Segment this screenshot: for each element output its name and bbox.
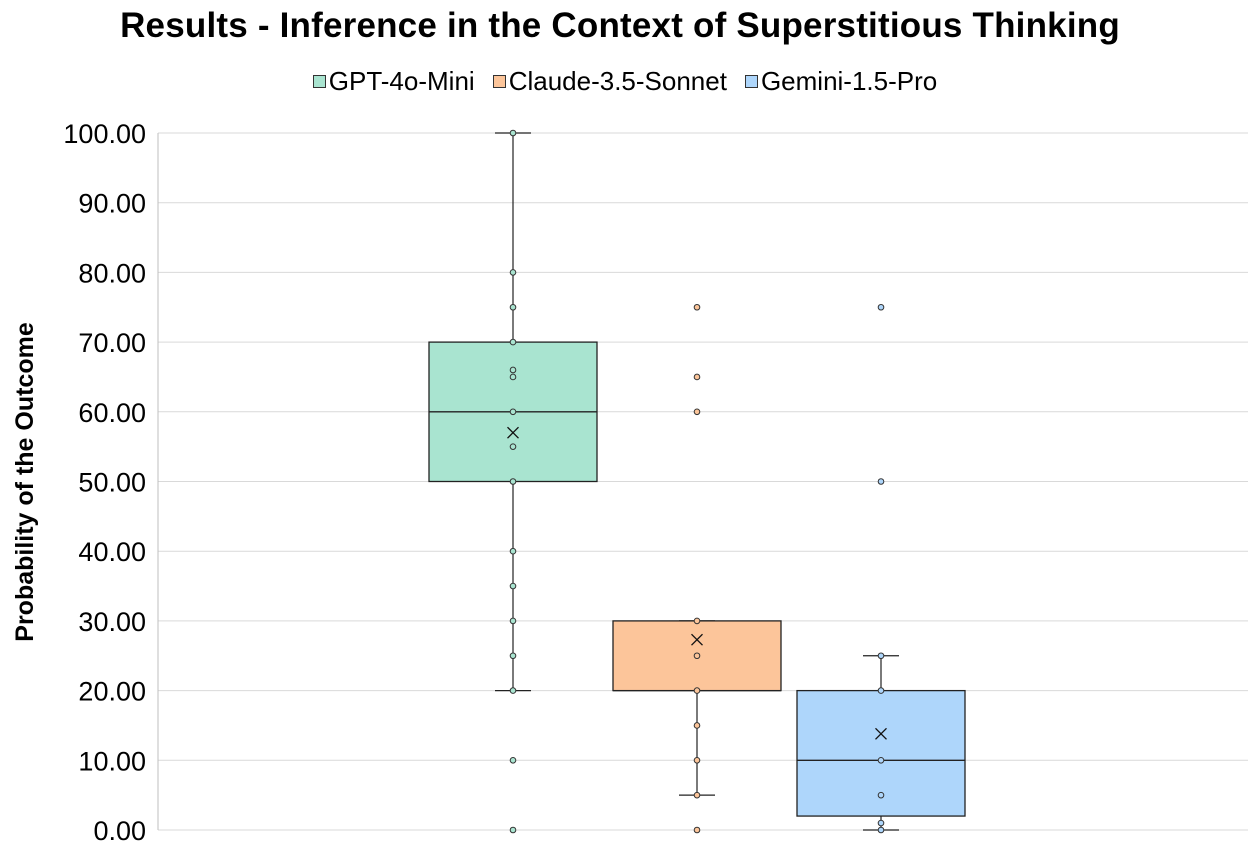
claude-data-point: [693, 303, 701, 311]
legend-label-claude: Claude-3.5-Sonnet: [508, 66, 727, 96]
gemini-data-point: [877, 303, 885, 311]
claude-data-point: [693, 791, 701, 799]
legend-swatch-gemini: [744, 75, 758, 88]
gpt-data-point: [509, 129, 517, 137]
legend: GPT-4o-Mini Claude-3.5-Sonnet Gemini-1.5…: [0, 66, 1250, 97]
legend-item-gpt: GPT-4o-Mini: [312, 66, 475, 97]
gpt-data-point: [509, 582, 517, 590]
gpt-data-point: [509, 478, 517, 485]
claude-data-point: [693, 373, 701, 381]
gemini-data-point: [877, 652, 885, 660]
legend-label-gpt: GPT-4o-Mini: [328, 66, 475, 96]
claude-data-point: [693, 652, 701, 660]
legend-item-gemini: Gemini-1.5-Pro: [744, 66, 938, 97]
gpt-data-point: [509, 757, 517, 764]
claude-data-point: [693, 757, 701, 764]
y-tick-label: 90.00: [78, 189, 146, 219]
chart-title: Results - Inference in the Context of Su…: [120, 6, 1120, 45]
gpt-data-point: [509, 547, 517, 555]
gpt-data-point: [509, 408, 517, 416]
y-tick-label: 70.00: [78, 328, 146, 358]
gemini-data-point: [877, 757, 885, 764]
gpt-data-point: [509, 269, 517, 276]
gpt-data-point: [509, 338, 517, 346]
gpt-data-point: [509, 617, 517, 625]
claude-data-point: [693, 687, 701, 694]
gemini-mean-marker: [875, 727, 887, 740]
y-tick-label: 50.00: [78, 468, 146, 498]
y-tick-label: 80.00: [78, 258, 146, 288]
legend-item-claude: Claude-3.5-Sonnet: [492, 66, 727, 97]
gemini-data-point: [877, 687, 885, 694]
claude-data-point: [693, 826, 701, 834]
legend-label-gemini: Gemini-1.5-Pro: [760, 66, 938, 96]
y-tick-label: 100.00: [63, 119, 146, 149]
gpt-mean-marker: [507, 426, 519, 439]
claude-box: [612, 620, 782, 692]
gemini-data-point: [877, 826, 885, 834]
gpt-data-point: [509, 303, 517, 311]
gpt-data-point: [509, 687, 517, 694]
gpt-data-point: [509, 443, 517, 450]
gpt-data-point: [509, 366, 517, 374]
claude-data-point: [693, 408, 701, 416]
y-tick-label: 60.00: [78, 398, 146, 428]
y-tick-label: 30.00: [78, 607, 146, 637]
y-tick-label: 0.00: [93, 816, 146, 846]
claude-data-point: [693, 617, 701, 625]
y-tick-label: 10.00: [78, 746, 146, 776]
gemini-data-point: [877, 478, 885, 485]
claude-data-point: [693, 722, 701, 729]
gemini-data-point: [877, 791, 885, 799]
gpt-data-point: [509, 373, 517, 381]
gpt-data-point: [509, 826, 517, 834]
legend-swatch-gpt: [312, 75, 326, 88]
y-tick-label: 40.00: [78, 537, 146, 567]
legend-swatch-claude: [492, 75, 506, 88]
y-tick-label: 20.00: [78, 677, 146, 707]
gemini-data-point: [877, 819, 885, 827]
gpt-data-point: [509, 652, 517, 660]
y-axis-title: Probability of the Outcome: [11, 322, 39, 642]
claude-mean-marker: [691, 633, 703, 646]
